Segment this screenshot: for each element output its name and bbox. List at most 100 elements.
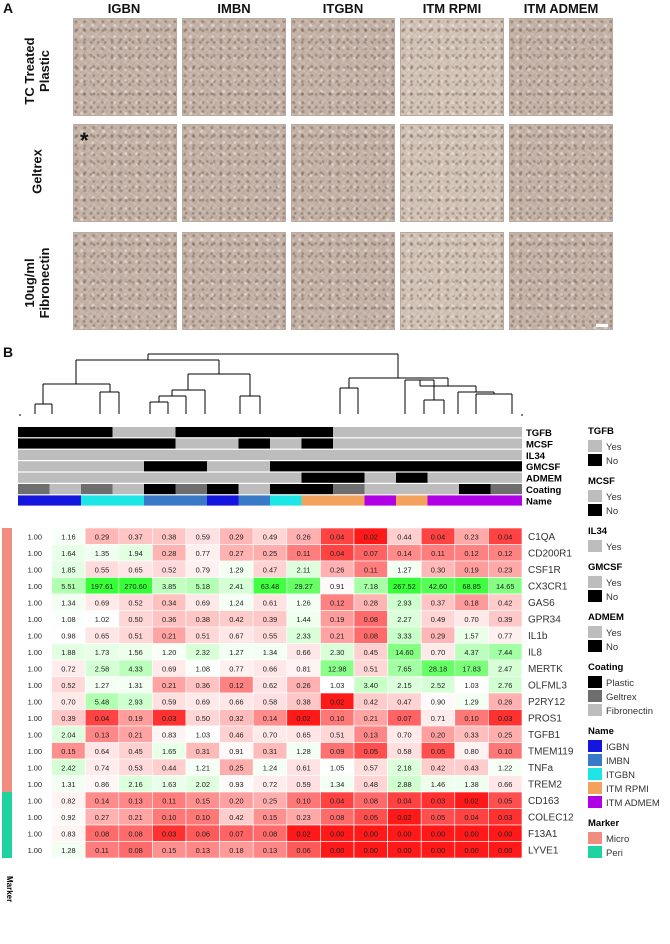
marker-bar-cell bbox=[2, 775, 12, 792]
legend-item-label: ITM ADMEM bbox=[606, 798, 660, 809]
heatmap-cell-value: 0.11 bbox=[297, 549, 311, 558]
heatmap-cell-value: 0.66 bbox=[263, 664, 277, 673]
micrograph-itgbn-fibronectin bbox=[291, 232, 395, 330]
annotation-cell bbox=[364, 449, 396, 460]
heatmap-cell-value: 0.03 bbox=[162, 714, 176, 723]
heatmap-cell-value: 1.00 bbox=[28, 747, 42, 756]
annotation-row-label: TGFB bbox=[526, 428, 552, 439]
heatmap-cell-value: 0.50 bbox=[196, 714, 210, 723]
legend-item-label: ITM RPMI bbox=[606, 784, 649, 795]
heatmap-cell-value: 14.65 bbox=[496, 582, 515, 591]
annotation-cell bbox=[144, 495, 176, 506]
annotation-cell bbox=[490, 427, 522, 438]
heatmap-cell-value: 0.12 bbox=[498, 549, 512, 558]
heatmap-cell-value: 2.32 bbox=[196, 648, 210, 657]
annotation-cell bbox=[49, 427, 81, 438]
annotation-cell bbox=[301, 472, 333, 483]
gene-label: IL1b bbox=[528, 631, 548, 642]
annotation-cell bbox=[238, 438, 270, 449]
heatmap-cell-value: 0.70 bbox=[263, 730, 277, 739]
marker-bar-cell bbox=[2, 825, 12, 842]
annotation-cell bbox=[333, 484, 365, 495]
heatmap-cell-value: 1.88 bbox=[61, 648, 75, 657]
heatmap-cell-value: 0.48 bbox=[364, 780, 378, 789]
row-header-geltrex: Geltrex bbox=[30, 131, 45, 213]
heatmap-cell-value: 0.69 bbox=[196, 697, 210, 706]
annotation-cell bbox=[396, 472, 428, 483]
heatmap-cell-value: 0.00 bbox=[330, 846, 344, 855]
heatmap-cell-value: 0.18 bbox=[229, 846, 243, 855]
heatmap-cell-value: 1.00 bbox=[28, 714, 42, 723]
annotation-cell bbox=[333, 449, 365, 460]
annotation-cell bbox=[207, 472, 239, 483]
heatmap-cell-value: 0.10 bbox=[330, 714, 344, 723]
annotation-cell bbox=[396, 449, 428, 460]
annotation-cell bbox=[238, 472, 270, 483]
legend-swatch bbox=[588, 754, 602, 766]
micrograph-imbn-fibronectin bbox=[182, 232, 286, 330]
legend-item-label: No bbox=[606, 456, 618, 467]
heatmap-cell-value: 1.44 bbox=[296, 615, 310, 624]
annotation-cell bbox=[427, 484, 459, 495]
marker-bar-cell bbox=[2, 808, 12, 825]
heatmap-cell-value: 0.15 bbox=[162, 846, 176, 855]
heatmap-cell-value: 1.28 bbox=[296, 747, 310, 756]
heatmap-cell-value: 3.33 bbox=[397, 631, 411, 640]
annotation-cell bbox=[175, 495, 207, 506]
heatmap-cell-value: 1.00 bbox=[28, 532, 42, 541]
heatmap-cell-value: 2.52 bbox=[431, 681, 445, 690]
annotation-cell bbox=[49, 484, 81, 495]
column-header-imbn: IMBN bbox=[217, 1, 251, 16]
heatmap-cell-value: 1.31 bbox=[61, 780, 75, 789]
heatmap-cell-value: 2.47 bbox=[498, 664, 512, 673]
micrograph-itm-admem-fibronectin bbox=[509, 232, 613, 330]
annotation-cell bbox=[81, 461, 113, 472]
marker-bar-cell bbox=[2, 726, 12, 743]
heatmap-cell-value: 0.80 bbox=[464, 747, 478, 756]
heatmap-cell-value: 0.08 bbox=[95, 829, 109, 838]
micrograph-itgbn-plastic bbox=[291, 18, 395, 116]
heatmap-cell-value: 0.06 bbox=[196, 829, 210, 838]
legend-swatch bbox=[588, 576, 602, 588]
row-header-fibronectin: 10ug/ml Fibronectin bbox=[22, 242, 52, 324]
row-header-plastic: TC Treated Plastic bbox=[22, 30, 52, 112]
heatmap-cell-value: 0.05 bbox=[431, 747, 445, 756]
heatmap-cell-value: 1.08 bbox=[61, 615, 75, 624]
legend-item-label: IMBN bbox=[606, 756, 630, 767]
heatmap-cell-value: 0.10 bbox=[464, 714, 478, 723]
legend-swatch bbox=[588, 540, 602, 552]
heatmap-cell-value: 0.65 bbox=[296, 730, 310, 739]
legend-swatch bbox=[588, 796, 602, 808]
annotation-cell bbox=[427, 438, 459, 449]
heatmap-cell-value: 1.24 bbox=[229, 598, 243, 607]
heatmap-cell-value: 0.04 bbox=[397, 796, 411, 805]
heatmap-cell-value: 0.51 bbox=[330, 730, 344, 739]
annotation-cell bbox=[49, 449, 81, 460]
marker-bar-cell bbox=[2, 610, 12, 627]
heatmap-cell-value: 1.00 bbox=[28, 598, 42, 607]
heatmap-cell-value: 0.71 bbox=[431, 714, 445, 723]
heatmap-cell-value: 0.08 bbox=[128, 846, 142, 855]
heatmap-cell-value: 0.00 bbox=[364, 829, 378, 838]
heatmap-cell-value: 0.39 bbox=[61, 714, 75, 723]
heatmap-cell-value: 0.90 bbox=[431, 697, 445, 706]
gene-label: F13A1 bbox=[528, 829, 558, 840]
legend-title: GMCSF bbox=[588, 562, 623, 573]
heatmap-cell-value: 0.82 bbox=[61, 796, 75, 805]
annotation-cell bbox=[364, 484, 396, 495]
heatmap-cell-value: 0.02 bbox=[364, 532, 378, 541]
heatmap-cell-value: 0.13 bbox=[128, 796, 142, 805]
micrograph-imbn-geltrex bbox=[182, 124, 286, 222]
heatmap-cell-value: 0.04 bbox=[498, 532, 512, 541]
heatmap-cell-value: 0.23 bbox=[296, 813, 310, 822]
heatmap-cell-value: 0.70 bbox=[431, 648, 445, 657]
heatmap-cell-value: 1.08 bbox=[196, 664, 210, 673]
legend-swatch bbox=[588, 832, 602, 844]
heatmap-cell-value: 0.77 bbox=[196, 549, 210, 558]
heatmap-cell-value: 0.02 bbox=[464, 796, 478, 805]
micrograph-itm-rpmi-plastic bbox=[400, 18, 504, 116]
marker-bar-cell bbox=[2, 660, 12, 677]
heatmap-cell-value: 0.79 bbox=[196, 565, 210, 574]
annotation-cell bbox=[490, 461, 522, 472]
heatmap-cell-value: 1.00 bbox=[28, 648, 42, 657]
